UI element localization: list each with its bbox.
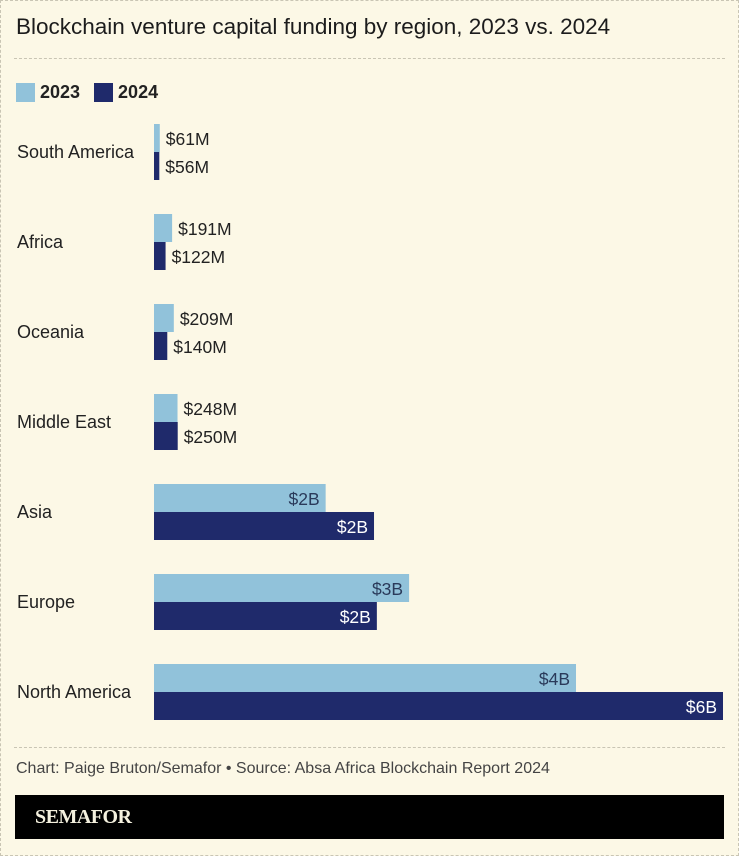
data-label: $61M xyxy=(166,129,210,149)
bar-2023 xyxy=(154,214,173,242)
divider xyxy=(14,747,725,748)
bar-2023 xyxy=(154,664,577,692)
bar-2023 xyxy=(154,574,410,602)
chart-title: Blockchain venture capital funding by re… xyxy=(16,14,611,39)
brand-bar: SEMAFOR xyxy=(15,795,724,839)
data-label: $4B xyxy=(539,669,570,689)
bar-2024 xyxy=(154,332,168,360)
legend: 2023 2024 xyxy=(16,82,172,103)
data-label: $6B xyxy=(686,697,717,717)
semafor-logo: SEMAFOR xyxy=(35,806,132,828)
category-label: Europe xyxy=(17,592,75,612)
bar-2023 xyxy=(154,304,174,332)
bar-2024 xyxy=(154,242,166,270)
chart-credit: Chart: Paige Bruton/Semafor • Source: Ab… xyxy=(16,760,550,777)
data-label: $122M xyxy=(172,247,226,267)
data-label: $3B xyxy=(372,579,403,599)
data-label: $209M xyxy=(180,309,234,329)
legend-swatch-2023 xyxy=(16,83,35,102)
bar-chart: South America $61M $56M Africa $191M $122M Oce… xyxy=(17,124,723,720)
category-label: Middle East xyxy=(17,412,111,432)
data-label: $248M xyxy=(184,399,238,419)
legend-label-2023: 2023 xyxy=(40,82,81,102)
legend-label-2024: 2024 xyxy=(118,82,159,102)
category-label: North America xyxy=(17,682,132,702)
legend-item-2023: 2023 xyxy=(16,82,80,103)
category-label: Asia xyxy=(17,502,53,522)
legend-item-2024: 2024 xyxy=(94,82,158,103)
bar-2024 xyxy=(154,692,723,720)
divider xyxy=(14,58,725,59)
bar-2023 xyxy=(154,394,178,422)
data-label: $140M xyxy=(173,337,227,357)
category-label: Oceania xyxy=(17,322,85,342)
category-label: South America xyxy=(17,142,135,162)
bar-2024 xyxy=(154,422,178,450)
data-label: $56M xyxy=(165,157,209,177)
data-label: $250M xyxy=(184,427,238,447)
bar-2023 xyxy=(154,484,326,512)
bar-2024 xyxy=(154,512,375,540)
category-label: Africa xyxy=(17,232,64,252)
bar-2023 xyxy=(154,124,160,152)
data-label: $2B xyxy=(340,607,371,627)
bar-2024 xyxy=(154,602,377,630)
legend-swatch-2024 xyxy=(94,83,114,102)
data-label: $2B xyxy=(289,489,320,509)
bar-2024 xyxy=(154,152,160,180)
data-label: $2B xyxy=(337,517,368,537)
data-label: $191M xyxy=(178,219,232,239)
